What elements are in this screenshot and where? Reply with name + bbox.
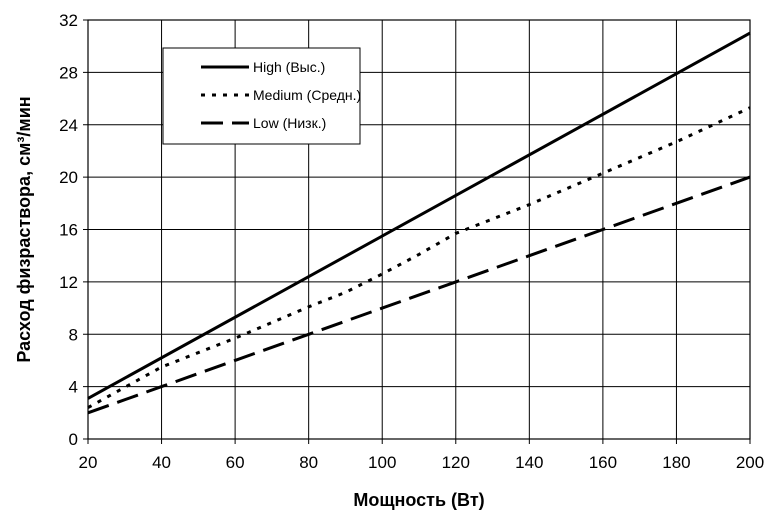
series-line-1 [87,106,751,409]
legend-box [162,47,361,145]
y-tick-label: 28 [59,63,78,82]
series-line-0 [87,31,751,400]
y-tick-label: 16 [59,221,78,240]
y-axis-ticks: 0 4 8 12 16 20 24 28 32 [59,11,88,449]
series-line-2 [87,175,751,415]
y-tick-label: 32 [59,11,78,30]
x-tick-label: 180 [662,453,690,472]
legend: High (Выс.) Medium (Средн.) Low (Низк.) [162,47,361,145]
y-tick-label: 24 [59,116,78,135]
y-tick-label: 4 [69,378,78,397]
y-tick-label: 8 [69,325,78,344]
x-tick-label: 160 [589,453,617,472]
x-tick-label: 60 [226,453,245,472]
x-tick-label: 200 [736,453,764,472]
legend-label-0: High (Выс.) [253,59,325,75]
legend-label-2: Low (Низк.) [253,115,326,131]
series-lines [87,31,751,415]
x-tick-label: 120 [442,453,470,472]
x-tick-label: 100 [368,453,396,472]
x-tick-label: 20 [79,453,98,472]
y-axis-label: Расход физраствора, см³/мин [14,96,34,362]
x-tick-label: 80 [299,453,318,472]
x-axis-label: Мощность (Вт) [353,490,484,510]
x-axis-ticks: 20 40 60 80 100 120 140 160 180 200 [79,439,764,472]
y-tick-label: 12 [59,273,78,292]
x-tick-label: 140 [515,453,543,472]
legend-label-1: Medium (Средн.) [253,87,361,103]
x-tick-label: 40 [152,453,171,472]
y-tick-label: 0 [69,430,78,449]
y-tick-label: 20 [59,168,78,187]
